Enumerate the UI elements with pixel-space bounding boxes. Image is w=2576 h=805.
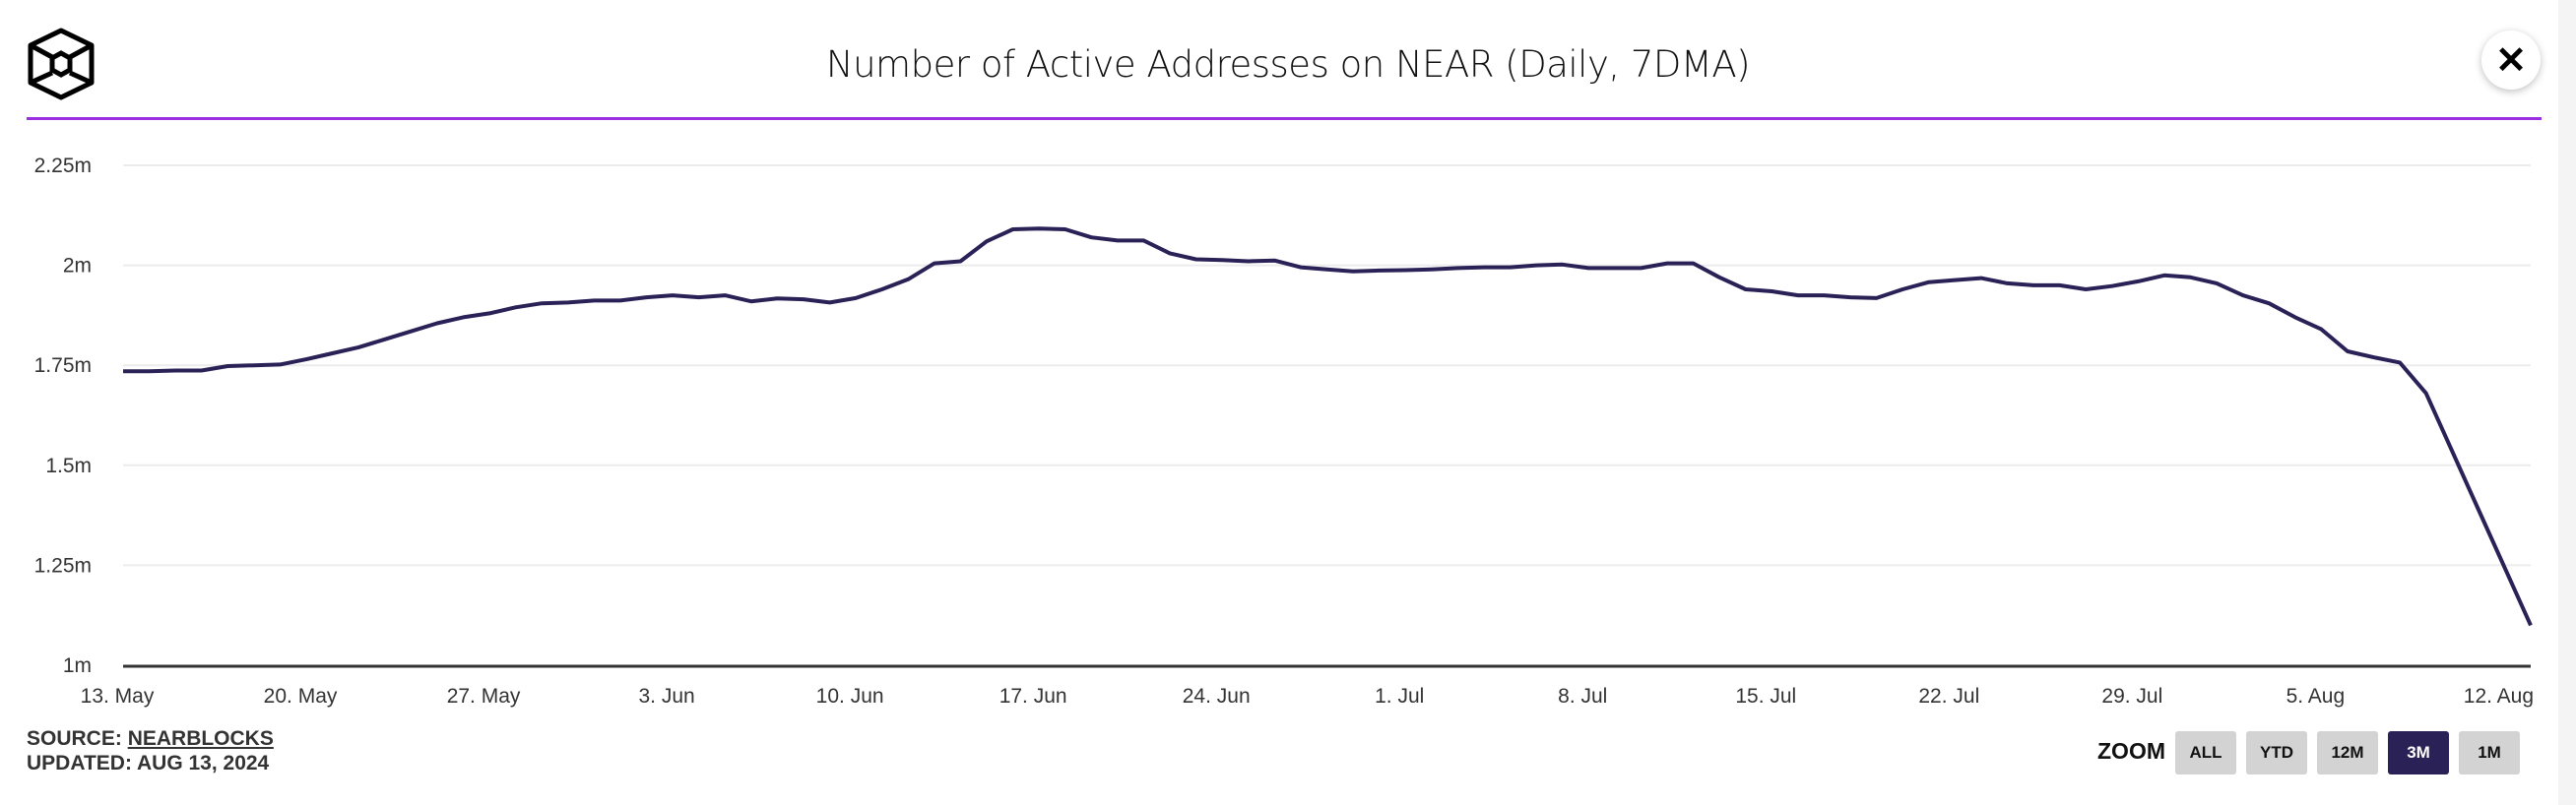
updated-date: UPDATED: AUG 13, 2024 [27, 752, 270, 774]
zoom-ytd-button[interactable]: YTD [2246, 731, 2307, 774]
chart-title: Number of Active Addresses on NEAR (Dail… [825, 43, 1751, 86]
chart-footer: SOURCE: NEARBLOCKS UPDATED: AUG 13, 2024 [27, 726, 274, 775]
x-tick-label: 22. Jul [1918, 685, 1979, 708]
zoom-12m-button[interactable]: 12M [2317, 731, 2378, 774]
x-tick-label: 15. Jul [1735, 685, 1796, 708]
x-tick-label: 24. Jun [1183, 685, 1251, 708]
x-tick-label: 27. May [447, 685, 521, 708]
y-tick-label: 1.75m [34, 354, 92, 377]
zoom-3m-button[interactable]: 3M [2388, 731, 2449, 774]
x-tick-label: 8. Jul [1558, 685, 1607, 708]
x-tick-label: 5. Aug [2286, 685, 2346, 708]
x-tick-label: 29. Jul [2101, 685, 2162, 708]
scrollbar[interactable] [2558, 0, 2576, 805]
close-button[interactable]: ✕ [2481, 31, 2541, 90]
x-tick-label: 20. May [264, 685, 338, 708]
zoom-label: ZOOM [2097, 738, 2165, 764]
x-tick-label: 3. Jun [638, 685, 694, 708]
x-tick-label: 17. Jun [999, 685, 1067, 708]
y-tick-label: 1.5m [45, 455, 92, 477]
x-tick-label: 1. Jul [1375, 685, 1424, 708]
y-tick-label: 1m [63, 654, 92, 677]
y-tick-label: 2m [63, 255, 92, 278]
x-tick-label: 13. May [81, 685, 155, 708]
close-icon: ✕ [2495, 39, 2527, 82]
source-link[interactable]: NEARBLOCKS [127, 727, 274, 750]
x-tick-label: 10. Jun [816, 685, 884, 708]
zoom-all-button[interactable]: ALL [2175, 731, 2236, 774]
title-divider [27, 117, 2542, 120]
logo-icon [27, 28, 96, 100]
source-label: SOURCE: [27, 727, 122, 750]
x-tick-label: 12. Aug [2464, 685, 2534, 708]
y-tick-label: 1.25m [34, 554, 92, 577]
y-tick-label: 2.25m [34, 155, 92, 177]
zoom-1m-button[interactable]: 1M [2459, 731, 2520, 774]
